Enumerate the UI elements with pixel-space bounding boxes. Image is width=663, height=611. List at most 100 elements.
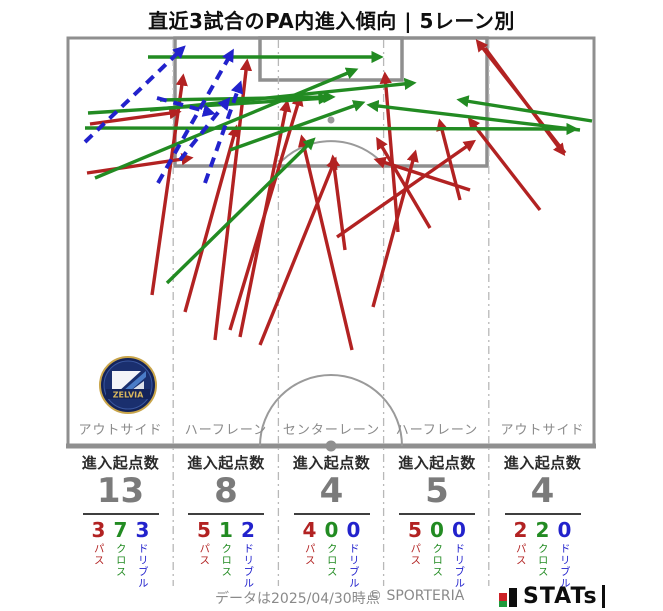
lane-label-2: センターレーン [282,423,381,438]
dribble-count: 0 [452,517,466,542]
cross-arrow [366,99,581,132]
stat-divider-line [188,512,264,515]
cross-arrow [84,122,579,136]
dribble-count: 0 [557,517,572,542]
stat-divider-line [293,512,370,515]
pass-arrow [150,73,188,296]
pass-count: 3 [91,517,106,542]
cross-label: クロス [536,542,549,578]
pass-arrow [475,39,567,155]
data-note: データは2025/04/30時点 [215,591,380,607]
dribble-label: ドリブル [242,542,255,589]
pass-arrow [467,117,542,212]
entry-origin-count-label: 進入起点数 [398,454,476,472]
entry-origin-count-value: 4 [530,471,555,511]
stats-logo: STATs [498,585,605,608]
breakdown-cross: 0 クロス [426,519,448,589]
dribble-label: ドリブル [136,542,149,589]
stat-breakdown: 5 パス 1 クロス 2 ドリブル [193,519,259,589]
dribble-arrow [156,48,234,184]
page-title: 直近3試合のPA内進入傾向 | 5レーン別 [148,9,515,33]
pass-count: 5 [197,517,211,542]
stats-logo-text: STATs [523,584,598,609]
center-spot-dot [325,440,337,452]
cross-count: 7 [113,517,128,542]
arrows-layer [83,39,593,351]
lane-label-4: アウトサイド [500,423,585,438]
badge-text: ZELVIA [113,391,144,400]
lane-label-3: ハーフレーン [395,423,479,438]
dribble-arrow [203,80,244,184]
pass-label: パス [303,542,316,566]
penalty-arc [276,140,386,167]
cross-label: クロス [431,542,444,578]
entry-origin-count-label: 進入起点数 [187,454,265,472]
center-circle-arc [259,374,403,447]
breakdown-dribble: 0 ドリブル [554,519,576,589]
pass-label: パス [198,542,211,566]
entry-origin-count-value: 4 [319,471,344,511]
stats-logo-bars-icon [498,586,518,608]
breakdown-pass: 5 パス [404,519,426,589]
breakdown-dribble: 0 ドリブル [448,519,470,589]
dribble-label: ドリブル [558,542,571,589]
entry-origin-count-value: 8 [214,471,238,511]
pass-label: パス [92,542,105,566]
pass-arrow [436,118,462,201]
cross-arrow [94,67,359,180]
entry-origin-count-value: 13 [96,471,145,511]
stat-breakdown: 4 パス 0 クロス 0 ドリブル [299,519,365,589]
dribble-arrow [178,97,231,162]
copyright: © SPORTERIA [368,588,465,604]
dribble-label: ドリブル [347,542,360,589]
breakdown-pass: 2 パス [510,519,532,589]
stat-breakdown: 3 パス 7 クロス 3 ドリブル [88,519,154,589]
cross-count: 0 [324,517,339,542]
dribble-count: 2 [241,517,255,542]
pass-arrow [298,134,354,351]
pass-label: パス [514,542,527,566]
stat-divider-line [504,512,581,515]
machida-zelvia-badge: ZELVIA [99,356,157,414]
pass-label: パス [409,542,422,566]
stat-breakdown: 5 パス 0 クロス 0 ドリブル [404,519,470,589]
dribble-label: ドリブル [453,542,466,589]
entry-origin-count-label: 進入起点数 [292,454,371,472]
cross-label: クロス [325,542,338,578]
pass-arrow [238,99,292,338]
pass-arrow [376,136,432,229]
pass-count: 2 [513,517,528,542]
stat-breakdown: 2 パス 2 クロス 0 ドリブル [510,519,576,589]
breakdown-pass: 4 パス [299,519,321,589]
goal-box [258,36,404,82]
breakdown-dribble: 3 ドリブル [132,519,154,589]
entry-origin-count-value: 5 [425,471,449,511]
dribble-arrow [83,45,186,144]
pass-arrow [371,149,419,308]
dribble-arrow [156,96,216,117]
pass-arrow [379,71,400,233]
cross-count: 1 [219,517,233,542]
cross-arrow [165,137,316,285]
breakdown-pass: 3 パス [88,519,110,589]
breakdown-pass: 5 パス [193,519,215,589]
cross-label: クロス [114,542,127,578]
breakdown-cross: 7 クロス [110,519,132,589]
stat-column-2: 進入起点数 4 4 パス 0 クロス 0 ドリブル [280,452,384,589]
cross-label: クロス [220,542,233,578]
penalty-spot-dot [327,116,335,124]
stat-divider-line [399,512,475,515]
stat-column-4: 進入起点数 4 2 パス 2 クロス 0 ドリブル [491,452,595,589]
stat-column-3: 進入起点数 5 5 パス 0 クロス 0 ドリブル [385,452,489,589]
stats-logo-cursor-bar [601,585,605,608]
cross-arrow [229,100,366,152]
cross-count: 2 [535,517,550,542]
lane-label-1: ハーフレーン [184,423,268,438]
dribble-count: 0 [346,517,361,542]
breakdown-cross: 2 クロス [532,519,554,589]
breakdown-cross: 1 クロス [215,519,237,589]
stat-divider-line [82,512,159,515]
dribble-count: 3 [135,517,150,542]
